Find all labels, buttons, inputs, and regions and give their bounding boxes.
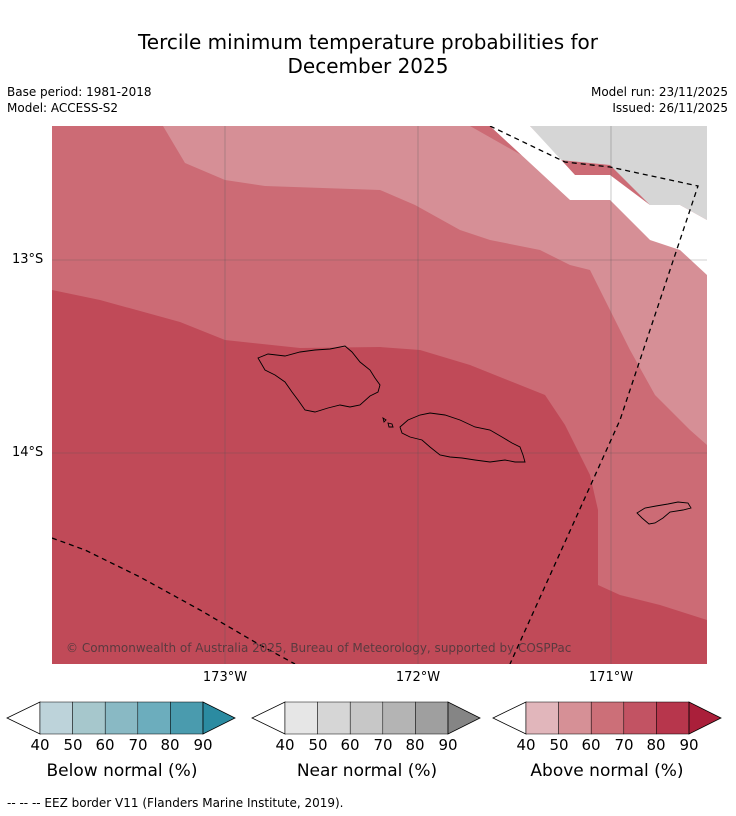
meta-right: Model run: 23/11/2025 Issued: 26/11/2025 xyxy=(591,84,728,116)
title-line-2: December 2025 xyxy=(287,54,449,78)
above-normal-title: Above normal (%) xyxy=(530,761,684,781)
copyright-notice: © Commonwealth of Australia 2025, Bureau… xyxy=(66,641,572,655)
above-color-box xyxy=(623,701,657,735)
near-extend-high xyxy=(447,701,481,735)
above-color-box xyxy=(590,701,625,735)
land-outlines xyxy=(257,345,692,525)
below-tick: 50 xyxy=(63,736,83,754)
savaii-island xyxy=(257,345,381,413)
near-tick: 60 xyxy=(340,736,360,754)
near-color-box xyxy=(382,701,416,735)
chart-title: Tercile minimum temperature probabilitie… xyxy=(0,30,736,78)
model-name: Model: ACCESS-S2 xyxy=(7,101,119,115)
near-color-box xyxy=(317,701,351,735)
lat-label-14s: 14°S xyxy=(12,445,44,460)
region-above-50 xyxy=(163,126,707,445)
above-tick: 50 xyxy=(549,736,569,754)
above-tick: 60 xyxy=(581,736,601,754)
small-island-2 xyxy=(387,422,394,428)
upolu-island xyxy=(399,412,526,463)
lon-label-172w: 172°W xyxy=(395,670,441,685)
model-run: Model run: 23/11/2025 xyxy=(590,85,728,99)
below-normal-title: Below normal (%) xyxy=(46,761,198,781)
graticule xyxy=(52,126,707,664)
near-color-box xyxy=(284,701,318,735)
above-color-box xyxy=(558,701,592,735)
above-tick: 70 xyxy=(614,736,634,754)
near-tick: 80 xyxy=(405,736,425,754)
issued-date: Issued: 26/11/2025 xyxy=(612,101,728,115)
above-color-box xyxy=(525,701,559,735)
below-color-box xyxy=(104,701,139,735)
below-color-box xyxy=(39,701,73,735)
near-tick: 70 xyxy=(373,736,393,754)
region-white-gap-1 xyxy=(490,126,707,275)
lat-label-13s: 13°S xyxy=(12,252,44,267)
near-tick: 50 xyxy=(308,736,328,754)
above-tick: 40 xyxy=(516,736,536,754)
eez-border xyxy=(52,126,699,664)
below-color-box xyxy=(137,701,171,735)
title-line-1: Tercile minimum temperature probabilitie… xyxy=(137,30,599,54)
near-tick: 40 xyxy=(275,736,295,754)
lon-label-173w: 173°W xyxy=(202,670,248,685)
near-color-box xyxy=(415,701,449,735)
below-extend-low xyxy=(6,701,41,735)
eez-footnote: -- -- -- EEZ border V11 (Flanders Marine… xyxy=(7,796,344,810)
above-tick: 90 xyxy=(679,736,699,754)
above-extend-low xyxy=(492,701,527,735)
near-tick: 90 xyxy=(438,736,458,754)
colorbar-below xyxy=(6,701,236,735)
colorbar-above xyxy=(492,701,722,735)
near-extend-low xyxy=(251,701,286,735)
above-extend-high xyxy=(688,701,722,735)
colorbar-near xyxy=(251,701,481,735)
near-normal-title: Near normal (%) xyxy=(296,761,438,781)
tutuila-island xyxy=(636,501,692,525)
region-above-70 xyxy=(52,290,707,664)
below-color-box xyxy=(170,701,204,735)
below-tick: 80 xyxy=(160,736,180,754)
meta-left: Base period: 1981-2018 Model: ACCESS-S2 xyxy=(7,84,152,116)
region-near-normal xyxy=(530,126,707,220)
below-tick: 60 xyxy=(95,736,115,754)
near-color-box xyxy=(349,701,384,735)
below-tick: 40 xyxy=(30,736,50,754)
above-tick: 80 xyxy=(646,736,666,754)
below-color-box xyxy=(72,701,106,735)
below-tick: 90 xyxy=(193,736,213,754)
lon-label-171w: 171°W xyxy=(588,670,634,685)
below-tick: 70 xyxy=(128,736,148,754)
small-island-1 xyxy=(382,416,387,423)
base-period: Base period: 1981-2018 xyxy=(7,85,152,99)
above-color-box xyxy=(656,701,690,735)
below-extend-high xyxy=(202,701,236,735)
